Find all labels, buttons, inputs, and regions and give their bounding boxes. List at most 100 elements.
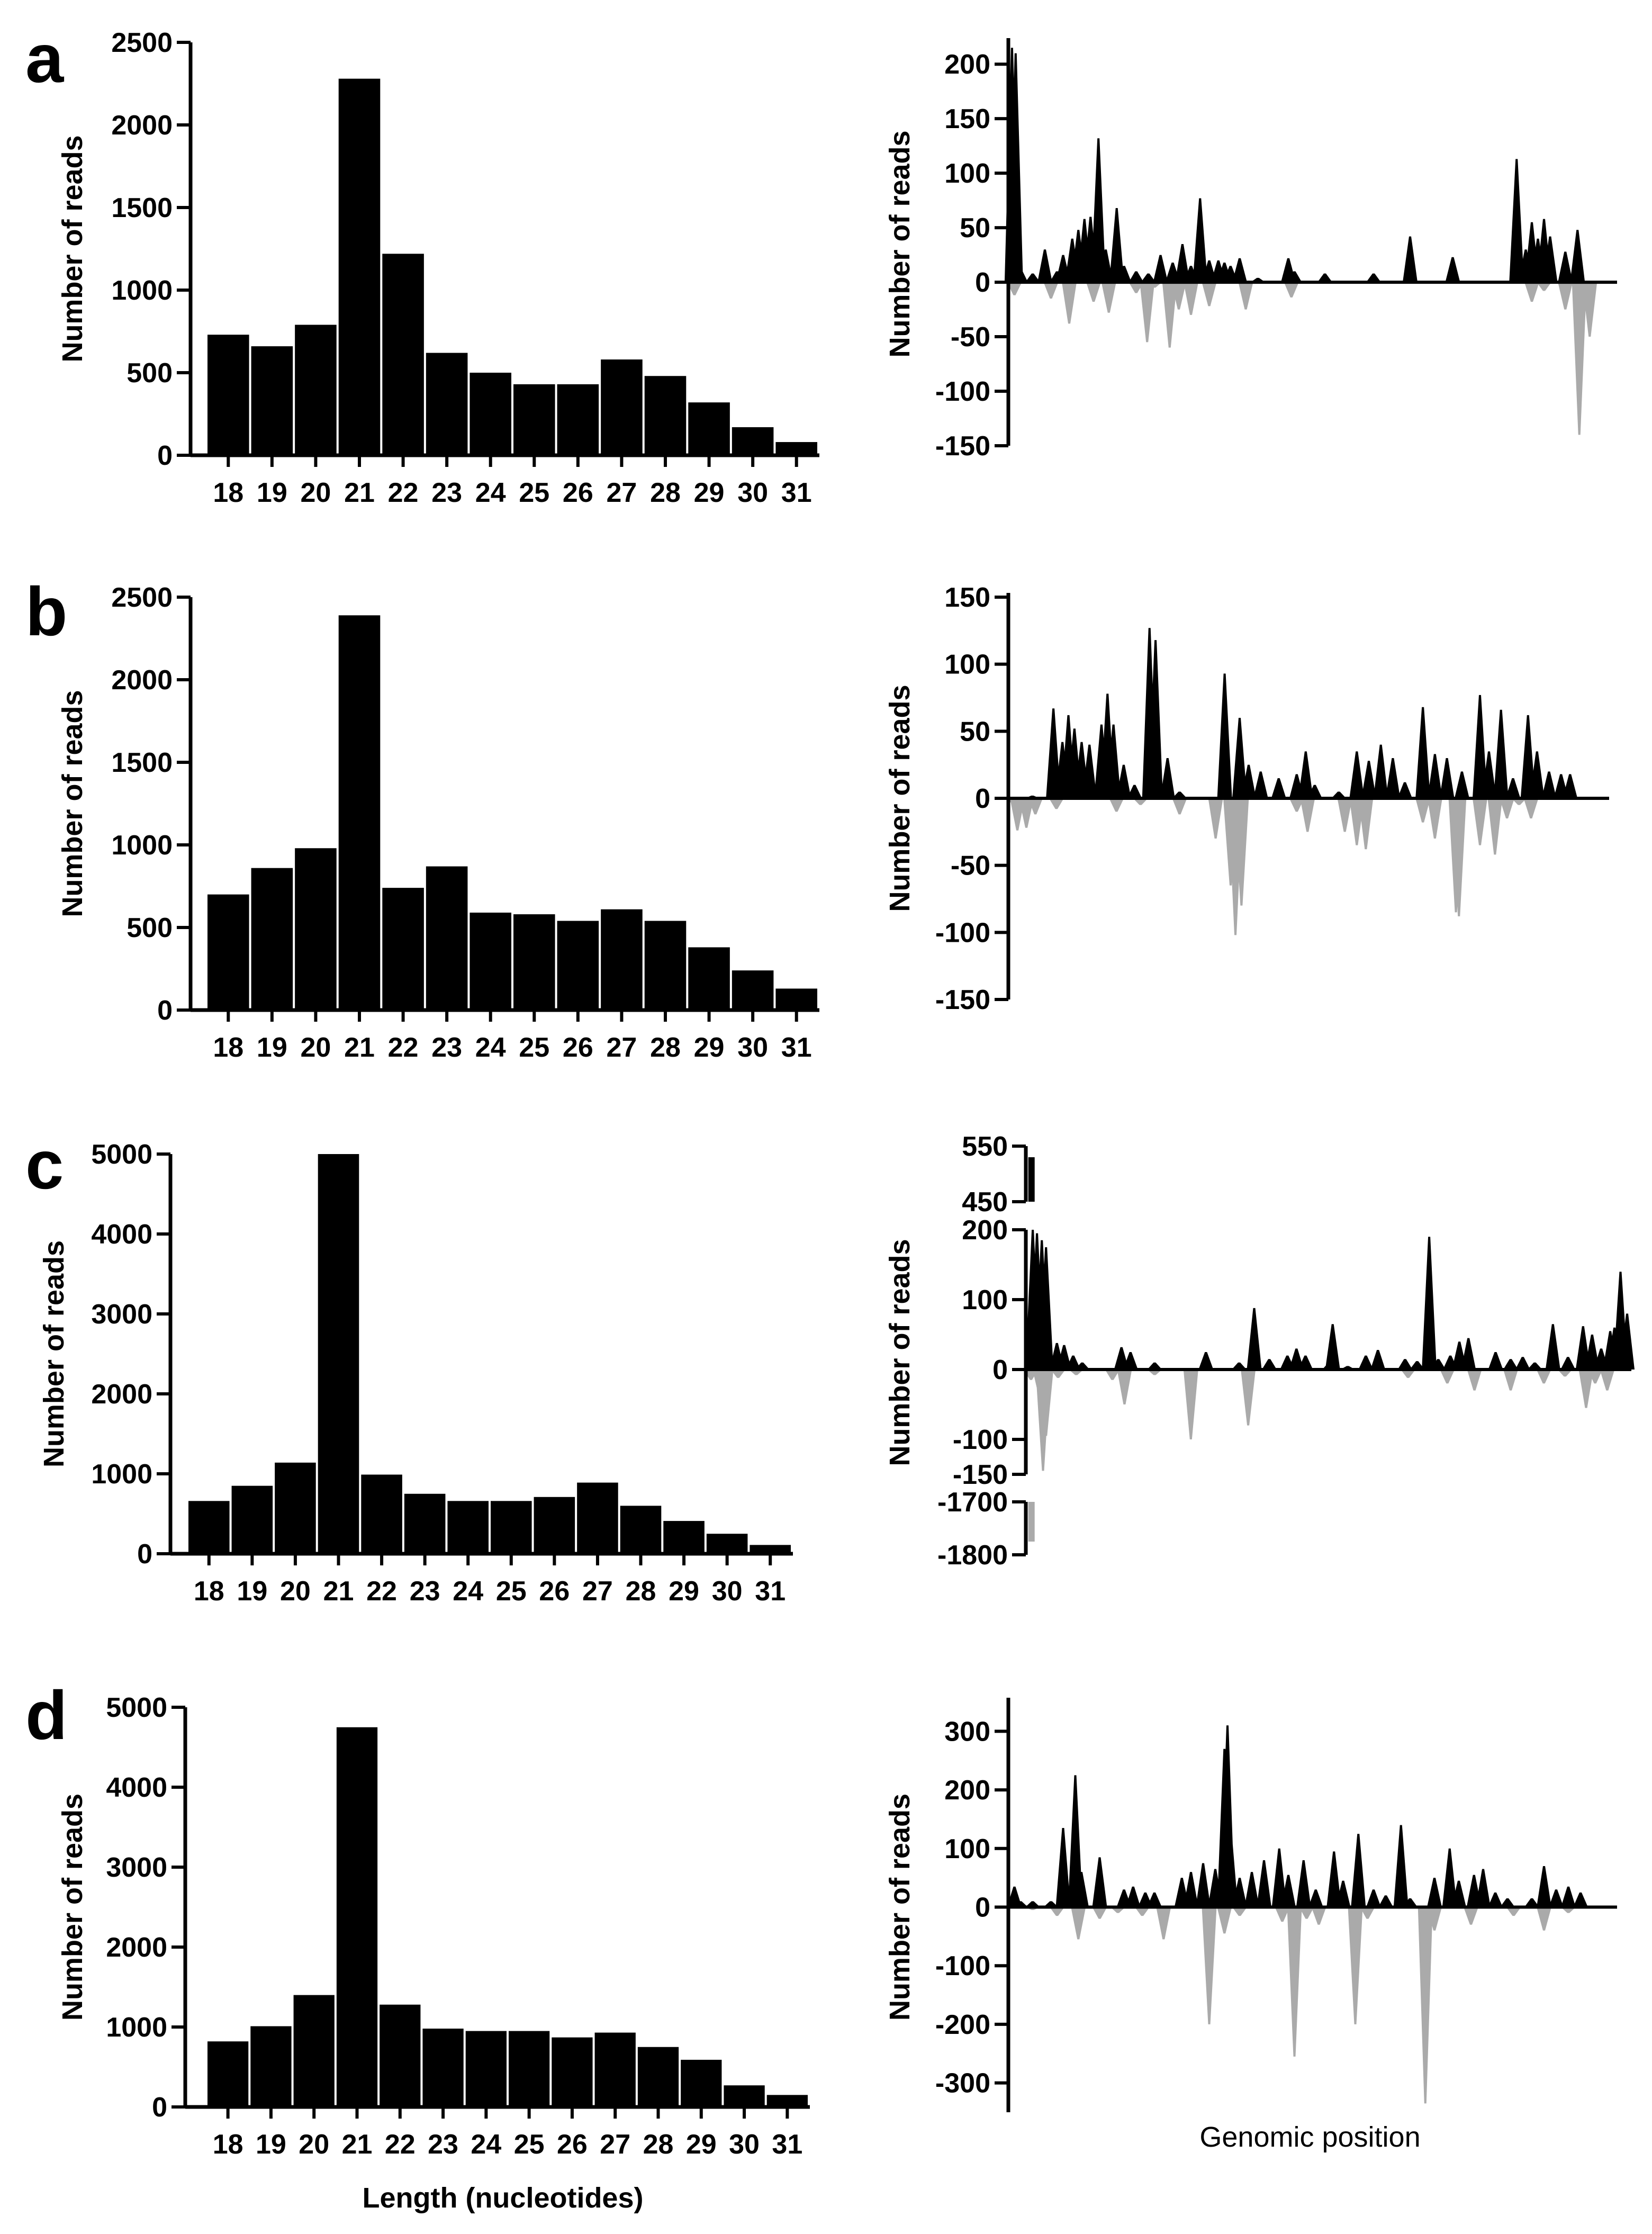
y-tick-label: 3000 (106, 1852, 167, 1883)
bar-22 (382, 254, 424, 455)
y-tick-label: 150 (944, 104, 990, 134)
bar-25 (509, 2031, 550, 2107)
x-tick-label: 19 (257, 478, 287, 508)
bar-19 (231, 1485, 273, 1554)
bar-19 (250, 2026, 292, 2107)
bar-24 (470, 373, 511, 455)
x-tick-label: 20 (280, 1576, 311, 1607)
genomic-coverage-b: -150 -100 -50 0 50 100 150 Number of reads (884, 582, 1609, 1015)
bar-25 (491, 1501, 532, 1554)
x-tick-label: 29 (694, 1032, 725, 1063)
x-tick-label: 27 (600, 2129, 630, 2160)
bar-30 (732, 970, 774, 1010)
x-tick-label: 30 (737, 478, 768, 508)
bar-20 (293, 1995, 335, 2107)
y-axis-label: Number of reads (884, 1794, 916, 2021)
x-tick-label: 19 (257, 1032, 287, 1063)
y-tick-label: 100 (962, 1285, 1008, 1316)
x-tick-label: 25 (519, 478, 549, 508)
y-tick-label: 0 (975, 267, 990, 298)
y-tick-label: 1000 (91, 1459, 152, 1490)
x-tick-label: 21 (344, 478, 375, 508)
y-tick-label: 50 (960, 716, 990, 747)
x-tick-label: 27 (607, 478, 637, 508)
x-tick-label: 25 (496, 1576, 527, 1607)
antisense-peak-broken (1028, 1502, 1035, 1542)
y-tick-label: 2500 (111, 582, 173, 613)
bar-30 (732, 427, 774, 455)
length-histogram-b: 0 500 1000 1500 2000 2500 18 19 20 21 22 23 24 25 26 27… (57, 582, 819, 1063)
x-tick-label: 29 (686, 2129, 717, 2160)
y-tick-label: -1700 (937, 1487, 1008, 1518)
x-tick-label: 27 (582, 1576, 613, 1607)
x-tick-label: 19 (256, 2129, 286, 2160)
y-tick-label: -300 (935, 2068, 990, 2099)
bar-29 (688, 947, 730, 1010)
y-tick-label: 50 (960, 213, 990, 244)
bar-18 (207, 335, 249, 455)
bar-21 (338, 78, 381, 455)
genomic-coverage-d: -300 -200 -100 0 100 200 300 Number of reads (884, 1698, 1617, 2112)
x-tick-label: 18 (213, 2129, 243, 2160)
x-tick-label: 31 (772, 2129, 802, 2160)
bar-25 (513, 914, 555, 1010)
bar-31 (775, 988, 817, 1010)
y-tick-label: 0 (975, 783, 990, 814)
bar-22 (382, 888, 424, 1010)
x-tick-label: 22 (366, 1576, 397, 1607)
y-tick-label: 4000 (106, 1772, 167, 1803)
y-tick-label: -150 (935, 985, 990, 1015)
bar-28 (644, 921, 687, 1010)
y-tick-label: 500 (127, 913, 173, 943)
x-tick-label: 29 (669, 1576, 699, 1607)
y-tick-label: 550 (962, 1131, 1008, 1162)
y-tick-label: -200 (935, 2010, 990, 2040)
y-tick-label: 100 (944, 650, 990, 680)
x-tick-label: 24 (475, 1032, 506, 1063)
bar-18 (188, 1501, 230, 1554)
x-tick-label: 28 (643, 2129, 674, 2160)
antisense-coverage (1025, 1907, 1576, 2104)
y-tick-label: -1800 (937, 1540, 1008, 1571)
x-tick-label: 22 (388, 478, 419, 508)
panel-letter-d: d (25, 1677, 67, 1754)
x-tick-label: 20 (301, 478, 331, 508)
y-tick-label: 0 (157, 440, 173, 471)
bar-28 (620, 1506, 662, 1554)
y-tick-label: 5000 (106, 1692, 167, 1723)
x-tick-label: 18 (213, 1032, 243, 1063)
bar-23 (404, 1493, 446, 1554)
bar-23 (426, 353, 468, 455)
y-axis-label: Number of reads (884, 130, 916, 357)
x-tick-label: 23 (431, 1032, 462, 1063)
length-histogram-d: 0 1000 2000 3000 4000 5000 18 19 20 21 22 23 24 25 26 2… (57, 1692, 810, 2160)
bar-18 (207, 2041, 249, 2107)
x-axis-title-length: Length (nucleotides) (363, 2182, 644, 2214)
x-tick-label: 24 (453, 1576, 483, 1607)
bar-23 (422, 2029, 464, 2107)
bar-26 (557, 384, 599, 455)
x-tick-label: 25 (514, 2129, 545, 2160)
y-tick-label: 2000 (111, 665, 173, 696)
y-tick-label: 150 (944, 582, 990, 613)
x-tick-label: 26 (557, 2129, 588, 2160)
y-tick-label: -100 (935, 917, 990, 948)
bar-24 (465, 2031, 507, 2107)
bar-21 (336, 1727, 378, 2107)
bar-26 (552, 2037, 593, 2107)
bar-31 (750, 1545, 791, 1554)
x-tick-label: 31 (781, 1032, 812, 1063)
bar-31 (766, 2095, 808, 2107)
bar-24 (470, 912, 511, 1010)
bar-20 (295, 325, 337, 455)
y-axis-label: Number of reads (57, 690, 88, 917)
y-tick-label: 1000 (111, 830, 173, 861)
antisense-coverage (1004, 798, 1539, 935)
x-tick-label: 31 (755, 1576, 786, 1607)
x-tick-label: 27 (607, 1032, 637, 1063)
y-tick-label: 0 (137, 1539, 152, 1570)
y-tick-label: 100 (944, 1834, 990, 1864)
